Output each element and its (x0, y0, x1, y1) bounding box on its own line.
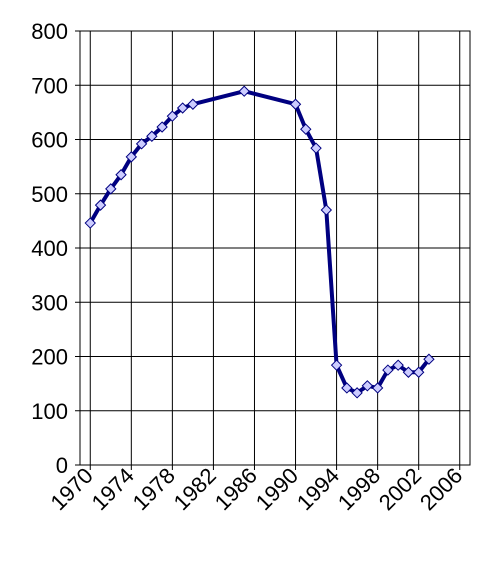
y-tick-label: 100 (31, 399, 68, 424)
marker (423, 353, 435, 365)
x-tick-label: 1982 (169, 463, 221, 515)
x-tick-label: 1974 (87, 463, 139, 515)
marker (289, 98, 302, 110)
y-tick-label: 400 (31, 236, 68, 261)
marker (94, 199, 107, 211)
y-tick-label: 500 (31, 182, 68, 207)
marker (320, 204, 333, 216)
plot-frame (79, 30, 471, 466)
marker (166, 110, 179, 122)
marker (146, 130, 158, 142)
marker (176, 102, 189, 114)
marker (351, 387, 363, 399)
marker (187, 98, 199, 110)
x-tick-label: 1990 (251, 463, 303, 515)
line (88, 89, 431, 395)
marker (105, 183, 117, 195)
marker (115, 169, 127, 181)
marker (135, 138, 148, 150)
x-tick-label: 1978 (128, 463, 180, 515)
marker (382, 364, 394, 376)
marker (392, 359, 404, 371)
x-tick-label: 1998 (333, 463, 385, 515)
marker (412, 366, 425, 378)
marker (300, 123, 312, 135)
y-tick-label: 300 (31, 290, 68, 315)
y-tick-label: 600 (31, 128, 68, 153)
marker (402, 366, 415, 378)
y-tick-label: 700 (31, 73, 68, 98)
x-tick-label: 2002 (374, 463, 426, 515)
y-tick-label: 0 (56, 453, 68, 478)
marker (125, 151, 138, 163)
y-tick-label: 200 (31, 345, 68, 370)
x-tick-label: 1970 (46, 463, 98, 515)
y-tick-label: 800 (31, 19, 68, 44)
marker (156, 121, 168, 133)
marker (330, 359, 343, 371)
x-tick-label: 1986 (210, 463, 262, 515)
marker (238, 85, 250, 97)
marker (310, 142, 322, 154)
marker (371, 382, 384, 394)
marker (361, 380, 374, 392)
marker (84, 217, 96, 229)
marker (341, 382, 353, 394)
x-tick-label: 2006 (415, 463, 467, 515)
x-tick-label: 1994 (292, 463, 344, 515)
